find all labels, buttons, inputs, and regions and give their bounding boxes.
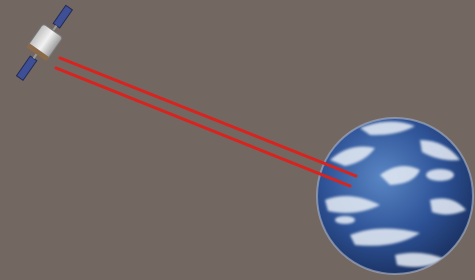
cloud (426, 169, 454, 181)
scene (0, 0, 475, 280)
earth (317, 118, 473, 274)
page: {} html, body { margin: 0; padding: 0; w… (0, 0, 475, 280)
body (0, 0, 475, 280)
cloud (335, 216, 355, 224)
